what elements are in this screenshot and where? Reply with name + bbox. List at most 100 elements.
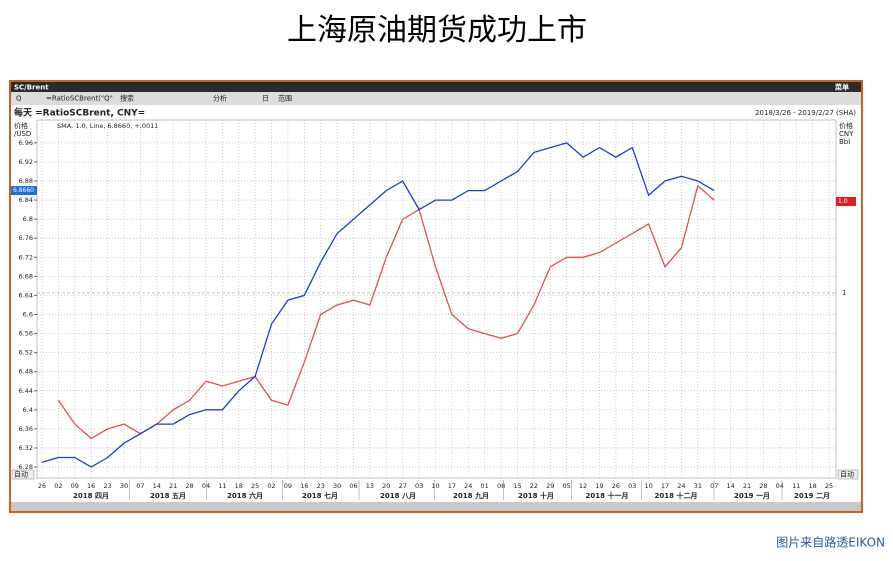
y-unit: 价格 [14, 121, 28, 130]
x-tick-label: 02 [267, 482, 275, 490]
x-tick-label: 24 [464, 482, 472, 490]
x-tick-label: 18 [235, 482, 243, 490]
y-unit: /USD [14, 130, 31, 138]
x-tick-label: 30 [120, 482, 128, 490]
x-tick-label: 12 [579, 482, 587, 490]
x-tick-label: 07 [136, 482, 144, 490]
x-tick-label: 29 [546, 482, 554, 490]
x-tick-label: 28 [185, 482, 193, 490]
x-tick-label: 03 [415, 482, 423, 490]
y2-unit: 价格 [839, 121, 853, 130]
x-tick-label: 31 [694, 482, 702, 490]
x-tick-label: 03 [628, 482, 636, 490]
toolbar-item[interactable]: 日 [262, 95, 269, 103]
x-tick-label: 09 [71, 482, 79, 490]
x-tick-label: 22 [530, 482, 538, 490]
x-tick-label: 21 [743, 482, 751, 490]
y-tick-label: 6.56 [19, 330, 33, 338]
month-label: 2018 九月 [453, 491, 489, 500]
toolbar-item[interactable]: 范围 [278, 94, 292, 103]
x-tick-label: 11 [218, 482, 226, 490]
x-tick-label: 01 [481, 482, 489, 490]
toolbar [11, 92, 861, 105]
x-tick-label: 26 [612, 482, 620, 490]
y2-unit: Bbl [839, 138, 850, 146]
x-tick-label: 04 [776, 482, 784, 490]
x-tick-label: 24 [677, 482, 685, 490]
auto-button[interactable] [837, 469, 859, 480]
month-label: 2018 五月 [150, 492, 186, 500]
y-tick-label: 6.8 [23, 215, 33, 223]
x-tick-label: 23 [103, 482, 111, 490]
y-tick-label: 6.44 [19, 387, 33, 395]
y-tick-label: 6.76 [19, 234, 33, 242]
toolbar-items: Q =RatioSCBrent("Q" 搜索 分析 日 范围 [16, 94, 292, 103]
toolbar-item[interactable]: Q [16, 95, 22, 103]
x-tick-label: 16 [300, 482, 308, 490]
y-tick-label: 6.84 [19, 196, 33, 204]
y-tick-label: 6.4 [23, 406, 33, 414]
month-label: 2018 十一月 [586, 491, 629, 500]
x-tick-label: 21 [169, 482, 177, 490]
x-tick-label: 18 [808, 482, 816, 490]
x-tick-label: 10 [431, 482, 439, 490]
y-tick-label: 6.28 [19, 463, 33, 471]
x-tick-label: 25 [825, 482, 833, 490]
window-title: SC/Brent [14, 84, 49, 92]
plot-frame [36, 119, 837, 479]
month-label: 2018 六月 [227, 491, 263, 500]
series-line [57, 184, 715, 440]
chart-title: 每天 =RatioSCBrent, CNY= [14, 107, 145, 119]
toolbar-item[interactable]: =RatioSCBrent("Q" [46, 95, 113, 103]
menu[interactable]: 菜单 [834, 83, 849, 92]
x-tick-label: 28 [759, 482, 767, 490]
toolbar-item[interactable]: 搜索 [120, 94, 134, 103]
series-line [41, 142, 715, 468]
month-label: 2019 一月 [734, 492, 770, 500]
y-tick-label: 6.68 [19, 272, 33, 280]
x-tick-label: 20 [382, 482, 390, 490]
y-tick-label: 6.88 [19, 177, 33, 185]
x-tick-label: 04 [202, 482, 210, 490]
x-tick-label: 26 [38, 482, 46, 490]
y-tick-label: 6.96 [19, 139, 33, 147]
toolbar-item[interactable]: 分析 [213, 94, 227, 103]
current-y2-label: 1.0 [838, 198, 848, 205]
y2-unit: CNY [839, 130, 854, 138]
x-tick-label: 02 [54, 482, 62, 490]
x-tick-label: 14 [153, 482, 161, 490]
x-tick-label: 16 [87, 482, 95, 490]
x-tick-label: 30 [333, 482, 341, 490]
page-title: 上海原油期货成功上市 [287, 13, 587, 48]
x-tick-label: 23 [317, 482, 325, 490]
x-tick-label: 27 [399, 482, 407, 490]
auto-button-label[interactable]: 自动 [840, 470, 854, 479]
x-tick-label: 08 [497, 482, 505, 490]
chart-subtitle: 2018/3/26 - 2019/2/27 (SHA) [755, 109, 856, 117]
x-tick-label: 05 [563, 482, 571, 490]
month-label: 2018 七月 [302, 491, 338, 500]
current-y2-box [836, 197, 856, 206]
title-bar [11, 82, 861, 92]
auto-button[interactable] [11, 469, 35, 480]
x-tick-label: 17 [661, 482, 669, 490]
chart-panel [11, 105, 861, 502]
x-tick-label: 11 [792, 482, 800, 490]
x-tick-label: 25 [251, 482, 259, 490]
x-tick-label: 09 [284, 482, 292, 490]
x-tick-label: 17 [448, 482, 456, 490]
auto-button-label[interactable]: 自动 [14, 470, 28, 479]
current-box [11, 186, 37, 196]
x-tick-label: 19 [595, 482, 603, 490]
x-tick-label: 14 [726, 482, 734, 490]
month-label: 2018 四月 [73, 492, 109, 500]
month-label: 2018 十月 [518, 491, 554, 500]
y-tick-label: 6.48 [19, 368, 33, 376]
month-label: 2018 十二月 [655, 491, 698, 500]
footer: 图片来自路透EIKON [776, 535, 885, 550]
current-label: 6.8660 [13, 187, 34, 194]
y-tick-label: 6.36 [19, 425, 33, 433]
x-tick-label: 06 [349, 482, 357, 490]
scrollbar[interactable] [11, 502, 861, 511]
